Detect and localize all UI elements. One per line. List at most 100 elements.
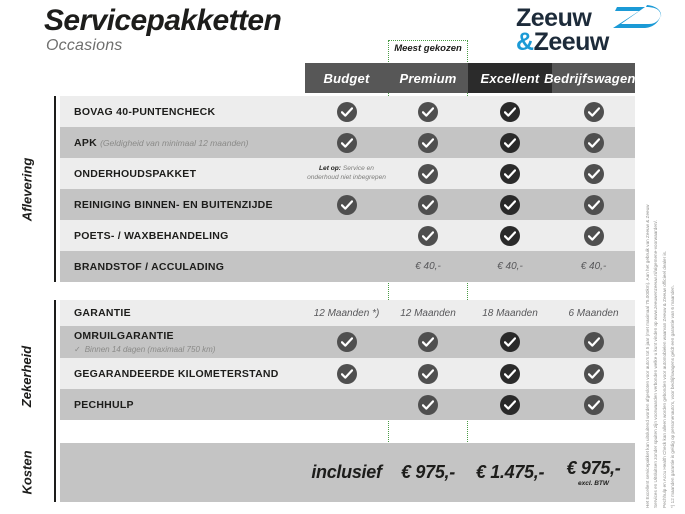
section-bracket [54,443,56,502]
check-icon [336,194,357,215]
row-title-text: BRANDSTOF / ACCULADING [74,260,225,273]
section-label-aflevering: Aflevering [0,96,54,282]
cost-cell: inclusief [305,443,388,502]
check-icon [583,394,604,415]
check-icon [500,132,520,153]
cell-check [388,158,468,189]
row-label: REINIGING BINNEN- EN BUITENZIJDE [74,189,273,220]
check-icon [583,332,604,352]
table-row: GEGARANDEERDE KILOMETERSTAND [60,358,635,389]
row-label: GEGARANDEERDE KILOMETERSTAND [74,358,279,389]
row-label: APK (Geldigheid van minimaal 12 maanden) [74,127,248,158]
check-icon [583,132,604,153]
check-icon [418,194,438,215]
cell-value: € 40,- [552,251,635,282]
disclaimer-text: Het Excellent servicepakket kan uitsluit… [644,96,678,508]
cell-check [468,389,552,420]
table-row: BRANDSTOF / ACCULADING € 40,- € 40,- € 40,- [60,251,635,282]
cell-check [305,127,388,158]
section-label-kosten: Kosten [0,443,54,502]
cell-value-text: € 40,- [497,261,523,272]
disclaimer-line-3: Pechhulp en Accu Health Check kan alleen… [661,250,667,508]
check-icon [500,332,520,352]
check-icon [583,225,604,246]
cost-value: € 975,- [401,462,455,482]
cell-check [552,358,635,389]
cell-check [305,96,388,127]
cell-check [552,220,635,251]
disclaimer-line-4: *) 12 maanden garantie is geldig op pers… [670,285,676,508]
cell-check [388,389,468,420]
row-title: GARANTIE [74,307,131,319]
row-title-text: OMRUILGARANTIE [74,330,174,342]
cell-check [468,358,552,389]
section-label-text: Kosten [19,450,35,495]
cell-check [468,158,552,189]
highlight-top-border [388,40,468,62]
row-title-text: PECHHULP [74,398,134,411]
cell-check [388,220,468,251]
cell-check [388,358,468,389]
check-icon [583,101,604,122]
cell-value-text: € 40,- [415,261,441,272]
row-title: ONDERHOUDSPAKKET [74,168,196,180]
check-icon [418,363,438,384]
cell-check [468,326,552,358]
cell-check [468,127,552,158]
check-icon [336,101,357,122]
column-header-premium[interactable]: Premium [388,63,468,93]
check-icon [500,225,520,246]
table-row: REINIGING BINNEN- EN BUITENZIJDE [60,189,635,220]
row-label: PECHHULP [74,389,134,420]
disclaimer-line-2: Services en Uitsluitsen zonder spuiten z… [653,219,659,508]
section-label-text: Aflevering [19,157,35,221]
table-row: BOVAG 40-PUNTENCHECK [60,96,635,127]
table-row: GARANTIE 12 Maanden *) 12 Maanden 18 Maande… [60,300,635,326]
cell-empty [305,220,388,251]
row-title: PECHHULP [74,399,134,411]
check-icon [418,101,438,122]
cell-empty [305,389,388,420]
logo-ampersand: & [516,28,534,56]
cost-value: inclusief [311,462,382,482]
check-icon [336,363,357,384]
cell-check [552,389,635,420]
check-icon [500,194,520,215]
cell-note-emphasis: Let op: [319,164,341,172]
cell-value-text: 12 Maanden *) [313,307,380,319]
section-bracket [54,300,56,452]
cell-check [388,189,468,220]
table-row: OMRUILGARANTIE ✓ Binnen 14 dagen (maximaal… [60,326,635,358]
check-icon [500,163,520,184]
cell-value: 12 Maanden [388,300,468,326]
swoosh-icon [613,5,662,28]
logo-line-2: &Zeeuw [516,28,609,57]
column-header-bedrijfswagens[interactable]: Bedrijfswagens [544,63,643,93]
cell-check [552,158,635,189]
cell-value: € 40,- [388,251,468,282]
disclaimer: Het Excellent servicepakket kan uitsluit… [644,96,680,508]
table-row: APK (Geldigheid van minimaal 12 maanden) [60,127,635,158]
row-label: BOVAG 40-PUNTENCHECK [74,96,215,127]
cost-note: excl. BTW [577,480,610,487]
cell-value-text: € 40,- [580,261,607,272]
logo-line-2-text: Zeeuw [533,28,610,56]
cost-cell: € 975,- [388,443,468,502]
row-label: BRANDSTOF / ACCULADING [74,251,224,282]
cell-check [552,96,635,127]
cell-check [388,127,468,158]
cell-value: 18 Maanden [468,300,552,326]
row-title: BOVAG 40-PUNTENCHECK [74,106,215,118]
table-row: POETS- / WAXBEHANDELING [60,220,635,251]
row-title: POETS- / WAXBEHANDELING [74,230,229,242]
cell-value-text: 18 Maanden [482,307,538,319]
table-row: ONDERHOUDSPAKKET Let op: Service en onder… [60,158,635,189]
column-header-excellent[interactable]: Excellent [468,63,552,93]
cell-note-text: Let op: Service en onderhoud niet inbegr… [305,165,388,183]
check-icon [583,163,604,184]
brand-logo: Zeeuw &Zeeuw [516,4,676,56]
cell-value-text: 12 Maanden [400,307,456,319]
row-title: BRANDSTOF / ACCULADING [74,261,224,273]
column-header-budget[interactable]: Budget [305,63,388,93]
